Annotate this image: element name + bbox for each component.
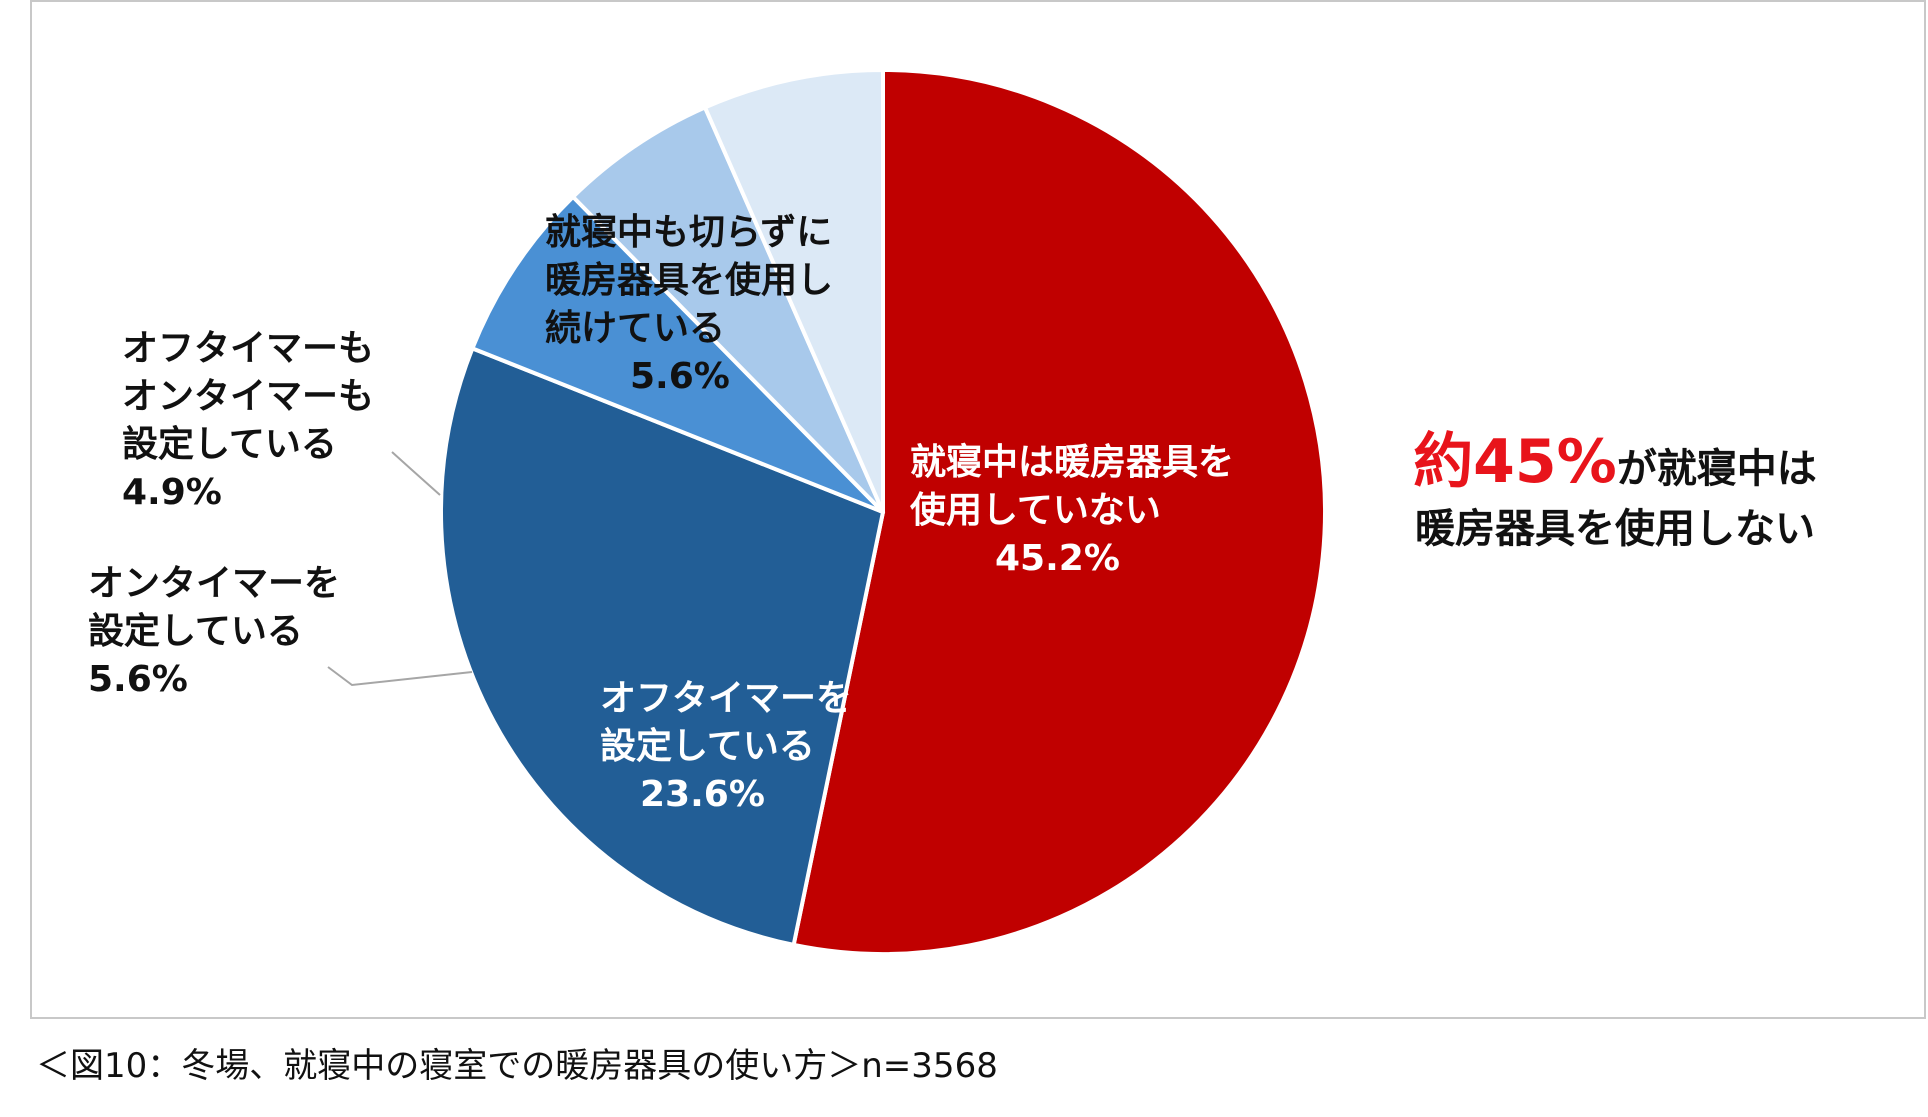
slice-label-not-using: 就寝中は暖房器具を 使用していない 45.2% bbox=[910, 439, 1234, 583]
slice-label-line: オンタイマーも bbox=[122, 376, 375, 417]
callout-line2: 暖房器具を使用しない bbox=[1415, 506, 1815, 552]
key-finding-callout: 約45%が就寝中は 暖房器具を使用しない bbox=[1355, 432, 1875, 559]
slice-label-line: 続けている bbox=[545, 308, 726, 349]
pie-slice-off-timer bbox=[439, 346, 885, 947]
slice-label-both-timers: オフタイマーも オンタイマーも 設定している 4.9% bbox=[122, 325, 374, 517]
slice-value-label: 4.9% bbox=[122, 472, 222, 513]
slice-label-line: 設定している bbox=[122, 424, 337, 465]
pie-slice-not-using bbox=[791, 68, 1327, 956]
slice-label-line: 使用していない bbox=[910, 490, 1161, 531]
slice-label-off-timer: オフタイマーを 設定している 23.6% bbox=[600, 675, 852, 819]
pie-slice-both-timers bbox=[571, 105, 885, 514]
slice-label-line: 就寝中も切らずに bbox=[545, 212, 833, 253]
callout-highlight: 約45% bbox=[1413, 427, 1617, 497]
slice-label-line: 暖房器具を使用し bbox=[545, 260, 834, 301]
slice-label-line: オフタイマーも bbox=[122, 328, 375, 369]
callout-line1: が就寝中は bbox=[1616, 446, 1817, 492]
slice-value-label: 5.6% bbox=[630, 356, 730, 397]
slice-label-continuous-use: 就寝中も切らずに 暖房器具を使用し 続けている 5.6% bbox=[545, 209, 833, 401]
pie-slice-on-timer bbox=[470, 194, 885, 514]
figure-caption: ＜図10：冬場、就寝中の寝室での暖房器具の使い方＞n=3568 bbox=[36, 1046, 998, 1086]
slice-label-on-timer: オンタイマーを 設定している 5.6% bbox=[88, 560, 340, 704]
leader-line-both-timers bbox=[391, 451, 441, 496]
leader-line-on-timer bbox=[327, 666, 473, 687]
pie-slice-continuous-use bbox=[703, 68, 885, 514]
slice-label-line: 設定している bbox=[600, 726, 815, 767]
slice-label-line: オンタイマーを bbox=[88, 563, 341, 604]
slice-value-label: 5.6% bbox=[88, 659, 188, 700]
slice-label-line: 設定している bbox=[88, 611, 303, 652]
slice-value-label: 23.6% bbox=[640, 774, 765, 815]
slice-label-line: 就寝中は暖房器具を bbox=[910, 442, 1235, 483]
slice-label-line: オフタイマーを bbox=[600, 678, 853, 719]
slice-value-label: 45.2% bbox=[995, 538, 1120, 579]
